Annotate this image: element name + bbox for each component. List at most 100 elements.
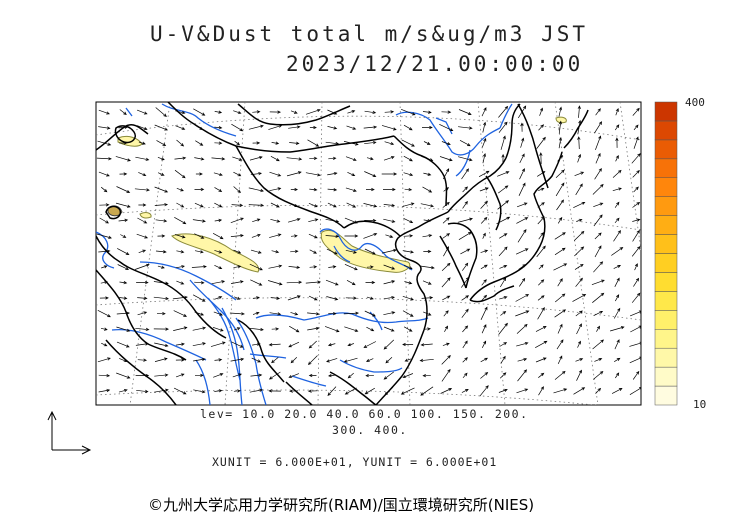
wind-arrow: [538, 386, 544, 396]
wind-arrow: [120, 234, 127, 238]
wind-arrow: [595, 152, 601, 164]
wind-arrow: [422, 280, 432, 285]
wind-arrow: [138, 203, 147, 207]
wind-arrow: [614, 339, 620, 350]
wind-arrow: [347, 372, 354, 379]
wind-arrow: [614, 201, 620, 208]
wind-arrow: [538, 279, 545, 286]
wind-arrow: [307, 326, 320, 331]
wind-arrow: [632, 170, 640, 178]
wind-arrow: [98, 171, 110, 177]
wind-arrow: [439, 156, 453, 162]
wind-arrow: [519, 168, 525, 180]
wind-arrow: [97, 357, 111, 363]
wind-arrow: [400, 108, 416, 116]
wind-arrow: [135, 373, 150, 378]
wind-arrow: [557, 216, 563, 224]
wind-arrow: [288, 265, 301, 269]
wind-arrow: [595, 387, 602, 394]
wind-arrow: [554, 232, 566, 240]
wind-arrow: [269, 171, 282, 177]
wind-arrow: [404, 187, 413, 192]
wind-arrow: [385, 234, 394, 238]
wind-arrow: [479, 385, 489, 397]
wind-arrow: [594, 232, 602, 240]
wind-arrow: [135, 327, 150, 332]
wind-arrow: [345, 296, 358, 300]
wind-arrow: [481, 294, 488, 301]
wind-arrow: [457, 217, 473, 223]
wind-arrow: [573, 230, 585, 241]
wind-arrow: [290, 187, 298, 192]
wind-arrow: [194, 250, 204, 254]
wind-arrow: [174, 156, 187, 160]
wind-arrow: [614, 124, 620, 131]
wind-arrow: [615, 137, 619, 148]
wind-arrow: [116, 186, 131, 193]
wind-arrow: [591, 279, 605, 286]
wind-arrow: [381, 172, 398, 176]
wind-arrow: [174, 169, 186, 179]
wind-arrow: [419, 265, 435, 270]
wind-arrow: [308, 233, 318, 239]
wind-arrow: [136, 389, 149, 394]
wind-arrow: [194, 187, 205, 192]
wind-arrow: [403, 172, 414, 177]
wind-arrow: [327, 343, 336, 347]
wind-arrow: [633, 124, 639, 131]
wind-arrow: [233, 171, 242, 177]
wind-arrow: [615, 154, 619, 162]
wind-arrow: [634, 263, 638, 271]
wind-arrow: [250, 279, 263, 286]
wind-arrow: [307, 389, 318, 393]
wind-arrow: [383, 264, 396, 270]
wind-arrow: [137, 217, 148, 224]
wind-arrow: [442, 168, 450, 180]
wind-arrow: [286, 157, 303, 161]
wind-arrow: [423, 311, 432, 316]
wind-arrow: [98, 373, 111, 378]
rivers: [96, 103, 513, 405]
wind-arrow: [270, 218, 281, 223]
wind-arrow: [308, 295, 318, 301]
wind-arrow: [612, 169, 622, 178]
wind-arrow: [175, 342, 185, 346]
wind-arrow: [213, 172, 223, 177]
wind-arrow: [288, 217, 301, 223]
wind-arrow: [116, 311, 131, 315]
wind-arrow: [611, 247, 624, 256]
wind-arrow: [498, 121, 508, 133]
dust-plume-north-china: [320, 230, 411, 273]
colorbar-segment: [654, 215, 678, 235]
wind-arrow: [363, 232, 378, 239]
wind-arrow: [269, 110, 282, 114]
wind-arrow: [364, 110, 377, 115]
wind-arrow: [577, 136, 581, 150]
wind-arrow: [499, 233, 508, 239]
wind-arrow: [344, 387, 357, 395]
wind-arrow: [631, 153, 641, 164]
wind-arrow: [482, 152, 487, 164]
wind-arrow: [421, 156, 434, 162]
wind-arrow: [194, 311, 205, 316]
wind-arrow: [366, 265, 374, 269]
wind-arrow: [442, 217, 450, 224]
wind-arrow: [345, 187, 357, 192]
wind-arrow: [501, 153, 505, 163]
wind-arrow: [327, 109, 338, 115]
colorbar-segment: [654, 158, 678, 178]
wind-arrow: [175, 265, 185, 269]
wind-arrow: [327, 386, 337, 396]
wind-arrow: [366, 326, 375, 332]
wind-arrow: [423, 172, 432, 176]
wind-arrow: [231, 341, 244, 348]
wind-arrow: [554, 370, 566, 380]
wind-arrow: [631, 292, 641, 303]
wind-arrow: [119, 296, 128, 300]
wind-arrow: [535, 326, 547, 332]
wind-arrow: [481, 107, 487, 117]
wind-arrow: [462, 262, 469, 271]
wind-arrow: [347, 110, 356, 114]
wind-arrow: [537, 202, 545, 208]
wind-arrow: [97, 140, 112, 146]
